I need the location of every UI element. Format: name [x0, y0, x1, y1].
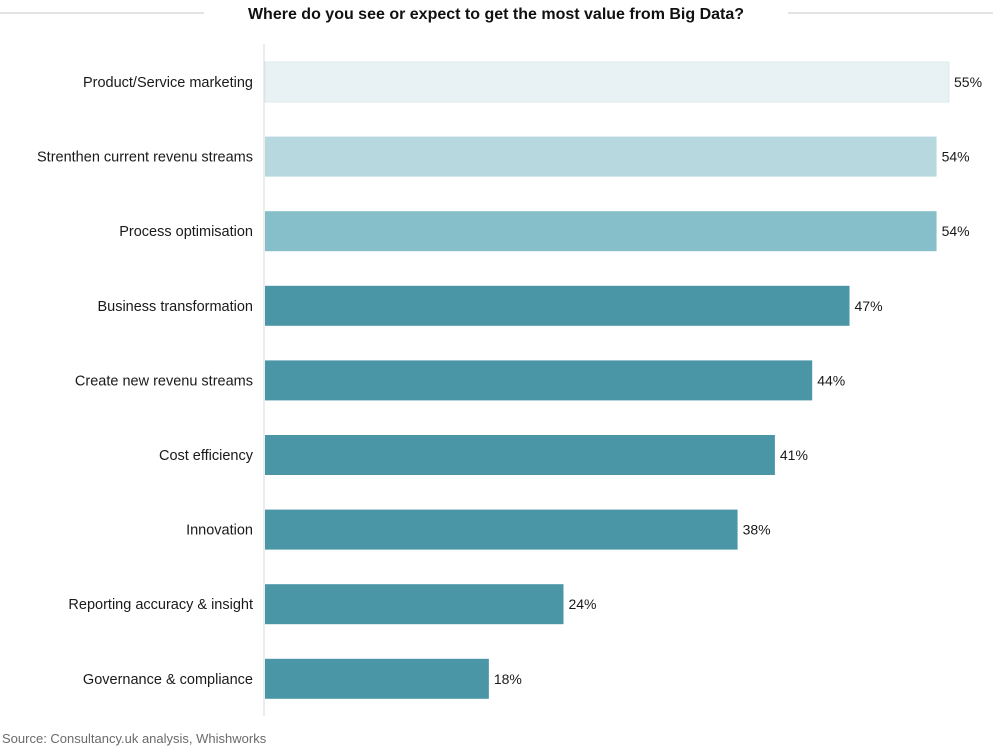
chart-title: Where do you see or expect to get the mo… [248, 6, 744, 23]
bar-4 [265, 285, 850, 326]
bar-2 [265, 136, 937, 177]
value-label-3: 54% [942, 223, 970, 239]
category-labels: Product/Service marketing Strenthen curre… [37, 75, 254, 688]
source-note: Source: Consultancy.uk analysis, Whishwo… [2, 731, 267, 746]
value-label-1: 55% [954, 74, 982, 90]
category-label-2: Strenthen current revenu streams [37, 150, 253, 166]
value-label-7: 38% [743, 522, 771, 538]
category-label-9: Governance & compliance [83, 672, 253, 688]
bar-7 [265, 509, 738, 550]
category-label-1: Product/Service marketing [83, 75, 253, 91]
value-label-8: 24% [568, 596, 596, 612]
bar-6 [265, 435, 775, 475]
bars-group [264, 61, 950, 699]
category-label-3: Process optimisation [119, 224, 253, 240]
category-label-7: Innovation [186, 523, 253, 539]
value-label-6: 41% [780, 447, 808, 463]
category-label-4: Business transformation [97, 299, 253, 315]
category-label-5: Create new revenu streams [75, 373, 253, 389]
value-label-2: 54% [942, 149, 970, 165]
bar-3 [265, 211, 937, 252]
bar-9 [265, 658, 489, 699]
category-label-8: Reporting accuracy & insight [68, 597, 253, 613]
value-label-4: 47% [855, 298, 883, 314]
value-label-5: 44% [817, 372, 845, 388]
category-label-6: Cost efficiency [159, 448, 254, 464]
bar-8 [265, 584, 564, 625]
value-label-9: 18% [494, 671, 522, 687]
bar-1 [264, 61, 950, 103]
bar-5 [265, 360, 813, 401]
value-labels: 55% 54% 54% 47% 44% 41% 38% 24% 18% [494, 74, 982, 687]
